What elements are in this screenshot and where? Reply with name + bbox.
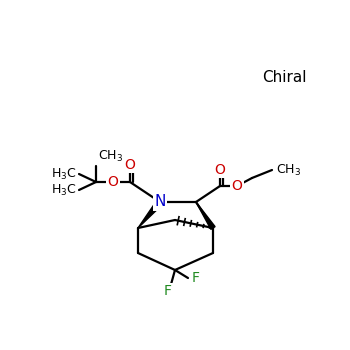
Text: O: O bbox=[215, 163, 225, 177]
Text: N: N bbox=[154, 195, 166, 210]
Polygon shape bbox=[196, 202, 215, 229]
Text: CH$_3$: CH$_3$ bbox=[276, 162, 301, 177]
Text: O: O bbox=[232, 179, 243, 193]
Text: H$_3$C: H$_3$C bbox=[51, 182, 77, 197]
Text: F: F bbox=[192, 271, 200, 285]
Text: CH$_3$: CH$_3$ bbox=[98, 149, 123, 164]
Text: O: O bbox=[125, 158, 135, 172]
Text: F: F bbox=[164, 284, 172, 298]
Text: O: O bbox=[107, 175, 118, 189]
Text: H$_3$C: H$_3$C bbox=[51, 167, 77, 182]
Text: Chiral: Chiral bbox=[262, 70, 307, 85]
Polygon shape bbox=[138, 200, 163, 228]
